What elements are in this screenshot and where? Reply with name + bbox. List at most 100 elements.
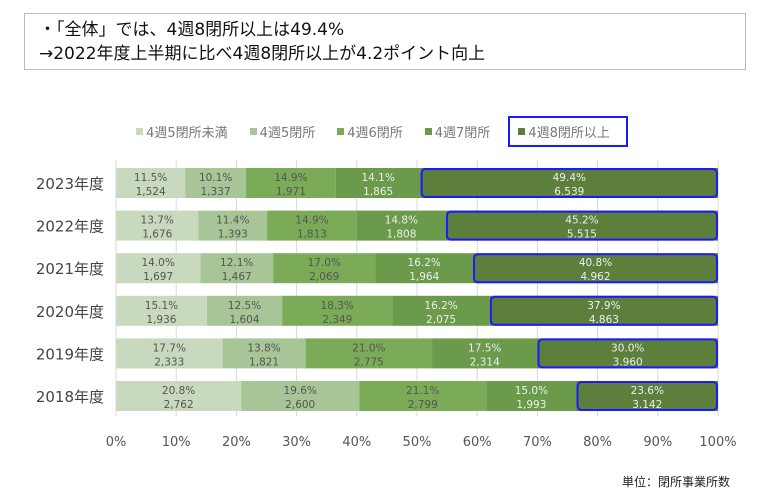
legend-item: 4週5閉所 (246, 119, 320, 144)
bar-segment (445, 210, 718, 241)
x-tick-label: 20% (222, 435, 251, 450)
data-label-percent: 40.8% (579, 257, 612, 269)
data-label-count: 1,697 (143, 271, 173, 283)
data-label-count: 3.960 (613, 356, 643, 368)
data-label-percent: 37.9% (587, 300, 620, 312)
data-label-percent: 17.5% (468, 342, 501, 354)
data-label-percent: 17.7% (153, 342, 186, 354)
data-label-percent: 13.8% (247, 342, 280, 354)
highlight-outline (445, 210, 718, 241)
legend-label: 4週5閉所 (259, 126, 316, 141)
data-label-percent: 11.4% (216, 215, 249, 227)
data-label-percent: 21.1% (406, 385, 439, 397)
data-label-percent: 30.0% (611, 342, 644, 354)
data-label-percent: 12.1% (220, 257, 253, 269)
data-label-count: 2,333 (154, 356, 184, 368)
summary-box: ・「全体」では、4週8閉所以上は49.4% →2022年度上半期に比べ4週8閉所… (24, 13, 746, 70)
legend-label: 4週7閉所 (434, 126, 491, 141)
y-category-label: 2018年度 (36, 388, 104, 406)
bar-segment (472, 253, 718, 284)
data-label-percent: 45.2% (565, 215, 598, 227)
data-label-percent: 21.0% (352, 342, 385, 354)
bar-segment (198, 210, 268, 241)
data-label-percent: 14.8% (385, 215, 418, 227)
data-label-count: 1,865 (363, 186, 393, 198)
data-label-percent: 15.1% (145, 300, 178, 312)
data-label-count: 3.142 (632, 399, 662, 411)
x-tick-label: 100% (699, 435, 736, 450)
data-label-percent: 11.5% (134, 172, 167, 184)
bar-segment (432, 338, 538, 369)
data-label-count: 1,936 (146, 314, 176, 326)
data-label-count: 1,524 (136, 186, 166, 198)
bar-segment (537, 338, 718, 369)
data-label-count: 2,349 (322, 314, 352, 326)
highlight-outline (537, 338, 719, 369)
bar-segment (356, 210, 446, 241)
summary-line-1: ・「全体」では、4週8閉所以上は49.4% (39, 20, 345, 40)
bar-segment (200, 253, 274, 284)
y-category-label: 2020年度 (36, 303, 104, 321)
data-label-count: 2,762 (164, 399, 194, 411)
bar-segment (489, 295, 718, 326)
data-label-percent: 19.6% (284, 385, 317, 397)
legend-swatch (249, 128, 257, 135)
data-label-count: 4.962 (580, 271, 610, 283)
highlight-outline (489, 295, 719, 326)
data-label-percent: 16.2% (408, 257, 441, 269)
y-category-label: 2021年度 (36, 260, 104, 278)
bar-segment (273, 253, 376, 284)
x-tick-label: 30% (282, 435, 311, 450)
data-label-percent: 17.0% (308, 257, 341, 269)
legend-swatch (424, 128, 432, 135)
data-label-count: 2,314 (470, 356, 500, 368)
data-label-percent: 14.9% (295, 215, 328, 227)
x-tick-label: 70% (523, 435, 552, 450)
data-label-count: 6.539 (554, 186, 584, 198)
data-label-percent: 15.0% (515, 385, 548, 397)
legend-item: 4週8閉所以上 (508, 116, 628, 147)
bar-segment (206, 295, 283, 326)
data-label-count: 1,467 (222, 271, 252, 283)
bar-segment (282, 295, 393, 326)
bar-segment (246, 168, 336, 198)
data-label-percent: 13.7% (141, 215, 174, 227)
x-tick-label: 60% (463, 435, 492, 450)
data-label-count: 4.863 (589, 314, 619, 326)
x-tick-label: 50% (403, 435, 432, 450)
summary-line-2: →2022年度上半期に比べ4週8閉所以上が4.2ポイント向上 (39, 44, 486, 64)
bar-segment (267, 210, 357, 241)
x-tick-label: 0% (106, 435, 127, 450)
highlight-outline (420, 168, 718, 198)
bar-segment (116, 168, 186, 198)
data-label-count: 1,993 (516, 399, 546, 411)
y-category-label: 2019年度 (36, 345, 104, 363)
data-label-count: 2,069 (309, 271, 339, 283)
bar-segment (359, 381, 487, 411)
legend-swatch (136, 128, 144, 135)
highlight-outline (576, 381, 719, 411)
legend-item: 4週7閉所 (421, 119, 495, 144)
bar-segment (241, 381, 360, 411)
bar-segment (185, 168, 247, 198)
legend-swatch (518, 128, 526, 135)
data-label-count: 1,808 (386, 229, 416, 241)
bar-segment (305, 338, 433, 369)
data-label-percent: 14.9% (274, 172, 307, 184)
data-label-count: 1,971 (276, 186, 306, 198)
data-label-count: 1,393 (218, 229, 248, 241)
bar-segment (420, 168, 718, 198)
bar-segment (392, 295, 490, 326)
data-label-count: 1,964 (409, 271, 439, 283)
legend-swatch (337, 128, 345, 135)
x-tick-label: 80% (583, 435, 612, 450)
data-label-count: 2,600 (285, 399, 315, 411)
bar-segment (116, 210, 199, 241)
data-label-count: 1,337 (201, 186, 231, 198)
data-label-percent: 16.2% (424, 300, 457, 312)
y-category-label: 2023年度 (36, 175, 104, 193)
legend: 4週5閉所未満 4週5閉所 4週6閉所 4週7閉所 4週8閉所以上 (0, 116, 760, 147)
data-label-percent: 14.0% (141, 257, 174, 269)
data-label-count: 2,775 (354, 356, 384, 368)
